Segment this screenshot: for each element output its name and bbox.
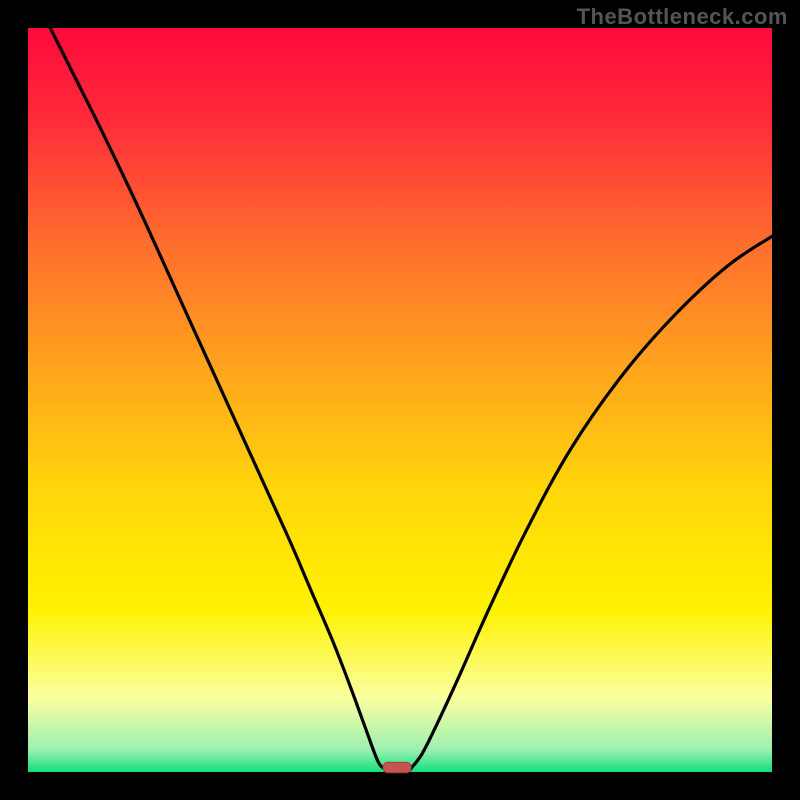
- minimum-marker: [383, 762, 411, 772]
- bottleneck-chart: [0, 0, 800, 800]
- chart-stage: TheBottleneck.com: [0, 0, 800, 800]
- watermark-text: TheBottleneck.com: [577, 4, 788, 30]
- plot-background: [28, 28, 772, 772]
